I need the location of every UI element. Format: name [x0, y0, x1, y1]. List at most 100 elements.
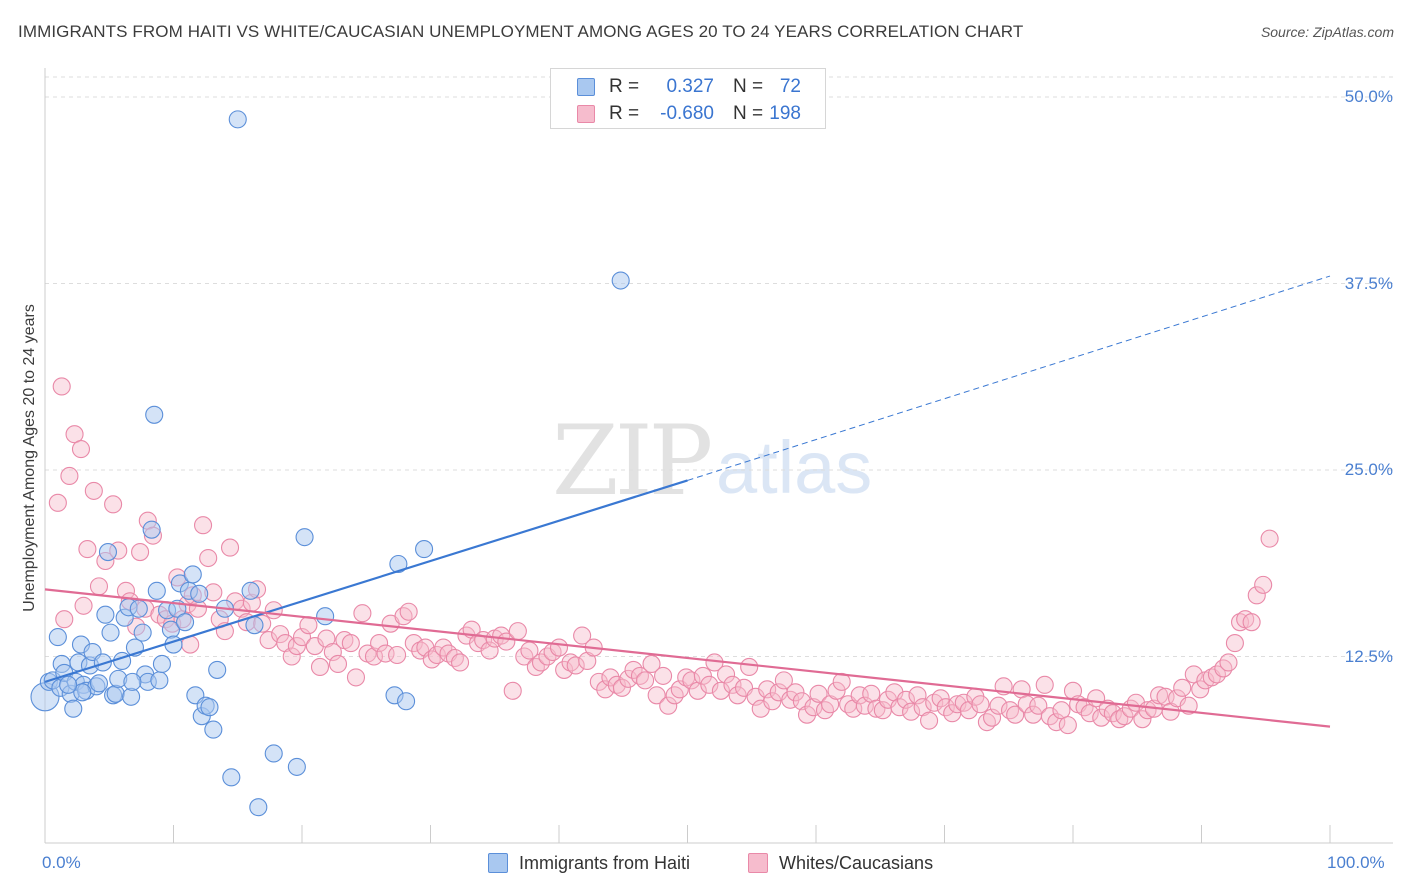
point-immigrants-from-haiti	[98, 543, 118, 562]
point-whites-caucasians	[1242, 613, 1261, 632]
point-immigrants-from-haiti	[152, 654, 171, 674]
point-whites-caucasians	[786, 683, 805, 702]
point-whites-caucasians	[1184, 665, 1203, 684]
n-value: 72	[779, 76, 801, 97]
y-tick-label: 37.5%	[1344, 273, 1393, 293]
point-whites-caucasians	[601, 668, 620, 687]
point-immigrants-from-haiti	[89, 674, 109, 693]
point-whites-caucasians	[758, 680, 777, 699]
point-whites-caucasians	[71, 440, 91, 459]
point-immigrants-from-haiti	[397, 692, 416, 711]
point-whites-caucasians	[220, 538, 240, 557]
stats-row-haiti: R = 0.327 N = 72	[551, 74, 825, 100]
y-axis-label: Unemployment Among Ages 20 to 24 years	[21, 304, 38, 612]
point-whites-caucasians	[1173, 678, 1192, 697]
gridlines	[45, 76, 1393, 657]
point-immigrants-from-haiti	[228, 110, 247, 129]
point-whites-caucasians	[1219, 653, 1238, 672]
point-immigrants-from-haiti	[122, 687, 141, 706]
point-whites-caucasians	[1092, 708, 1111, 727]
stats-legend: R = 0.327 N = 72 R = -0.680 N = 198	[550, 68, 826, 129]
point-whites-caucasians	[1133, 710, 1152, 729]
point-whites-caucasians	[52, 377, 71, 396]
point-whites-caucasians	[78, 540, 97, 559]
point-immigrants-from-haiti	[176, 613, 195, 632]
point-whites-caucasians	[370, 634, 389, 653]
n-label: N =	[733, 103, 764, 124]
point-whites-caucasians	[763, 692, 782, 711]
point-whites-caucasians	[711, 681, 730, 700]
point-whites-caucasians	[850, 686, 869, 705]
swatch-blue	[577, 78, 595, 96]
point-whites-caucasians	[346, 668, 366, 687]
trendline-whites	[44, 588, 1331, 728]
point-whites-caucasians	[434, 638, 453, 657]
point-whites-caucasians	[815, 701, 835, 720]
point-whites-caucasians	[797, 705, 817, 724]
legend-swatch-pink	[748, 853, 768, 873]
point-whites-caucasians	[1110, 710, 1129, 729]
point-whites-caucasians	[376, 644, 395, 663]
chart-title: IMMIGRANTS FROM HAITI VS WHITE/CAUCASIAN…	[18, 22, 1024, 41]
point-whites-caucasians	[659, 696, 678, 715]
point-whites-caucasians	[948, 695, 967, 714]
point-whites-caucasians	[1029, 696, 1048, 715]
point-whites-caucasians	[508, 622, 527, 641]
point-whites-caucasians	[607, 675, 626, 694]
point-whites-caucasians	[328, 654, 348, 674]
n-label: N =	[733, 76, 764, 97]
point-immigrants-from-haiti	[123, 672, 142, 691]
point-immigrants-from-haiti	[183, 565, 202, 584]
point-immigrants-from-haiti	[133, 623, 152, 642]
point-whites-caucasians	[1254, 575, 1273, 594]
point-whites-caucasians	[1017, 695, 1036, 714]
point-immigrants-from-haiti	[222, 768, 241, 787]
point-whites-caucasians	[48, 493, 67, 512]
point-immigrants-from-haiti	[59, 675, 78, 694]
point-whites-caucasians	[503, 681, 522, 700]
point-whites-caucasians	[654, 666, 673, 685]
point-immigrants-from-haiti	[204, 720, 223, 739]
point-whites-caucasians	[60, 466, 79, 486]
point-whites-caucasians	[589, 672, 608, 691]
x-tick-label-max: 100.0%	[1327, 853, 1385, 872]
n-value: 198	[769, 103, 801, 124]
y-tick-label: 12.5%	[1344, 646, 1393, 666]
point-whites-caucasians	[84, 481, 103, 500]
r-value: 0.327	[666, 76, 714, 97]
point-whites-caucasians	[131, 543, 150, 562]
point-whites-caucasians	[199, 548, 218, 568]
point-immigrants-from-haiti	[129, 599, 148, 618]
point-whites-caucasians	[573, 626, 592, 645]
point-immigrants-from-haiti	[93, 653, 112, 672]
point-whites-caucasians	[310, 657, 330, 676]
point-immigrants-from-haiti	[316, 607, 335, 626]
point-whites-caucasians	[353, 604, 372, 623]
point-whites-caucasians	[693, 666, 712, 685]
legend-label: Immigrants from Haiti	[519, 853, 691, 873]
stats-row-whites: R = -0.680 N = 198	[551, 101, 825, 127]
trendline-haiti-extension	[687, 275, 1331, 481]
point-whites-caucasians	[931, 689, 950, 708]
series-legend: Immigrants from Haiti Whites/Caucasians	[0, 852, 1406, 878]
point-whites-caucasians	[282, 647, 301, 666]
point-whites-caucasians	[989, 696, 1008, 715]
point-whites-caucasians	[364, 647, 384, 666]
series-immigrants-from-haiti	[30, 110, 630, 817]
point-whites-caucasians	[1058, 716, 1077, 735]
point-immigrants-from-haiti	[389, 554, 408, 574]
point-whites-caucasians	[1260, 529, 1279, 548]
trendline-haiti	[44, 479, 688, 683]
point-whites-caucasians	[1247, 586, 1266, 605]
y-tick-label: 25.0%	[1344, 460, 1393, 479]
point-whites-caucasians	[612, 678, 632, 697]
point-whites-caucasians	[1052, 701, 1071, 720]
point-whites-caucasians	[515, 647, 534, 666]
point-whites-caucasians	[700, 675, 719, 694]
point-immigrants-from-haiti	[241, 581, 260, 600]
point-immigrants-from-haiti	[147, 581, 166, 600]
swatch-pink	[577, 105, 595, 123]
point-whites-caucasians	[1080, 704, 1099, 723]
point-whites-caucasians	[89, 577, 109, 596]
point-immigrants-from-haiti	[190, 584, 209, 603]
